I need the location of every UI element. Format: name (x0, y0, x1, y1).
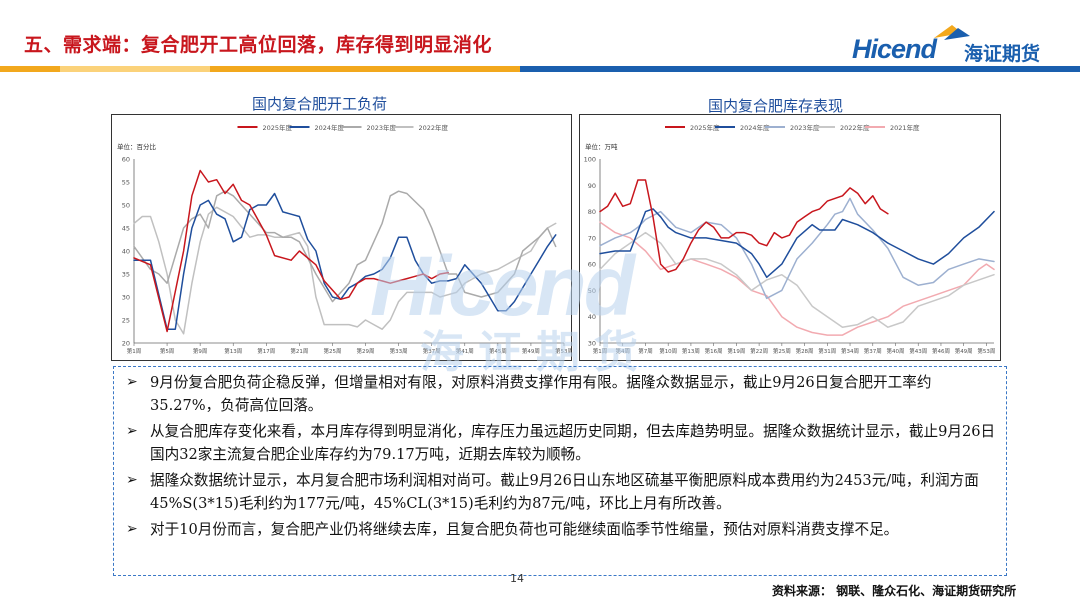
x-tick-label: 第9周 (193, 347, 208, 355)
series-line (599, 179, 889, 273)
note-item: ➢ 从复合肥库存变化来看，本月库存得到明显消化，库存压力虽远超历史同期，但去库趋… (122, 420, 996, 466)
x-tick-label: 第33周 (390, 347, 408, 355)
x-tick-label: 第41周 (456, 347, 474, 355)
y-tick-label: 80 (588, 208, 596, 216)
chart-inventory: 2025年度 2024年度 2023年度 2022年度 2021年度单位：万吨 30 40 5… (579, 114, 1001, 361)
note-text: 据隆众数据统计显示，本月复合肥市场利润相对尚可。截止9月26日山东地区硫基平衡肥… (150, 472, 979, 512)
note-text: 从复合肥库存变化来看，本月库存得到明显消化，库存压力虽远超历史同期，但去库趋势明… (150, 423, 996, 463)
x-tick-label: 第40周 (887, 347, 905, 355)
note-item: ➢ 对于10月份而言，复合肥产业仍将继续去库，且复合肥负荷也可能继续面临季节性缩… (122, 518, 996, 541)
logo-company-name: 海证期货 (964, 43, 1041, 65)
legend-label: 2022年度 (840, 123, 870, 132)
arrow-bullet-icon: ➢ (126, 374, 138, 390)
logo-wordmark: Hicend (852, 34, 937, 64)
x-tick-label: 第53周 (555, 347, 571, 355)
page-title: 五、需求端：复合肥开工高位回落，库存得到明显消化 (24, 34, 493, 56)
x-tick-label: 第19周 (727, 347, 745, 355)
y-tick-label: 70 (588, 234, 596, 242)
series-line (599, 231, 995, 328)
x-tick-label: 第31周 (818, 347, 836, 355)
x-tick-label: 第43周 (909, 347, 927, 355)
x-tick-label: 第49周 (522, 347, 540, 355)
series-line (133, 206, 557, 335)
x-tick-label: 第13周 (224, 347, 242, 355)
y-tick-label: 20 (122, 340, 130, 348)
y-tick-label: 100 (584, 156, 596, 164)
legend-label: 2022年度 (419, 123, 449, 132)
x-tick-label: 第34周 (841, 347, 859, 355)
x-tick-label: 第7周 (638, 347, 653, 355)
y-tick-label: 55 (122, 179, 130, 187)
series-line (599, 221, 995, 336)
chart-title-inventory: 国内复合肥库存表现 (708, 97, 844, 115)
x-tick-label: 第45周 (489, 347, 507, 355)
y-tick-label: 40 (122, 248, 130, 256)
y-tick-label: 60 (588, 261, 596, 269)
y-tick-label: 50 (122, 202, 130, 210)
legend-label: 2024年度 (315, 123, 345, 132)
x-tick-label: 第53周 (977, 347, 995, 355)
note-text: 对于10月份而言，复合肥产业仍将继续去库，且复合肥负荷也可能继续面临季节性缩量，… (150, 521, 899, 538)
y-tick-label: 45 (122, 225, 130, 233)
x-tick-label: 第25周 (773, 347, 791, 355)
legend-label: 2023年度 (790, 123, 820, 132)
chart-operating-rate: 2025年度 2024年度 2023年度 2022年度单位：百分比 20 25 30 35 40… (111, 114, 572, 361)
y-tick-label: 40 (588, 313, 596, 321)
series-line (133, 192, 557, 330)
x-tick-label: 第1周 (127, 347, 142, 355)
x-tick-label: 第1周 (593, 347, 608, 355)
x-tick-label: 第4周 (615, 347, 630, 355)
arrow-bullet-icon: ➢ (126, 423, 138, 439)
series-line (133, 190, 557, 303)
note-item: ➢ 据隆众数据统计显示，本月复合肥市场利润相对尚可。截止9月26日山东地区硫基平… (122, 469, 996, 515)
x-tick-label: 第16周 (705, 347, 723, 355)
analysis-notes: ➢ 9月份复合肥负荷企稳反弹，但增量相对有限，对原料消费支撑作用有限。据隆众数据… (113, 366, 1007, 576)
series-line (133, 169, 449, 333)
logo-swoosh-icon (934, 25, 970, 40)
x-tick-label: 第10周 (659, 347, 677, 355)
y-tick-label: 30 (588, 340, 596, 348)
x-tick-label: 第46周 (932, 347, 950, 355)
legend-label: 2025年度 (690, 123, 720, 132)
unit-label: 单位：万吨 (585, 142, 618, 151)
x-tick-label: 第29周 (357, 347, 375, 355)
x-tick-label: 第25周 (323, 347, 341, 355)
note-text: 9月份复合肥负荷企稳反弹，但增量相对有限，对原料消费支撑作用有限。据隆众数据显示… (150, 374, 932, 414)
y-tick-label: 90 (588, 182, 596, 190)
x-tick-label: 第21周 (290, 347, 308, 355)
x-tick-label: 第22周 (750, 347, 768, 355)
x-tick-label: 第13周 (682, 347, 700, 355)
y-tick-label: 30 (122, 294, 130, 302)
y-tick-label: 60 (122, 156, 130, 164)
arrow-bullet-icon: ➢ (126, 521, 138, 537)
x-tick-label: 第17周 (257, 347, 275, 355)
legend-label: 2024年度 (740, 123, 770, 132)
x-tick-label: 第37周 (864, 347, 882, 355)
page-number: 14 (510, 572, 524, 585)
y-tick-label: 50 (588, 287, 596, 295)
hicend-logo: Hicend 海证期货 (852, 22, 1062, 70)
x-tick-label: 第5周 (160, 347, 175, 355)
legend-label: 2023年度 (367, 123, 397, 132)
legend-label: 2021年度 (890, 123, 920, 132)
y-tick-label: 35 (122, 271, 130, 279)
x-tick-label: 第49周 (955, 347, 973, 355)
x-tick-label: 第28周 (796, 347, 814, 355)
chart-title-operating-rate: 国内复合肥开工负荷 (252, 95, 388, 113)
x-tick-label: 第37周 (423, 347, 441, 355)
header-divider (0, 66, 1080, 72)
legend-label: 2025年度 (263, 123, 293, 132)
series-line (599, 208, 995, 279)
unit-label: 单位：百分比 (117, 142, 157, 151)
note-item: ➢ 9月份复合肥负荷企稳反弹，但增量相对有限，对原料消费支撑作用有限。据隆众数据… (122, 371, 996, 417)
series-line (599, 197, 995, 300)
y-tick-label: 25 (122, 317, 130, 325)
source-note: 资料来源： 钢联、隆众石化、海证期货研究所 (772, 584, 1017, 598)
arrow-bullet-icon: ➢ (126, 472, 138, 488)
